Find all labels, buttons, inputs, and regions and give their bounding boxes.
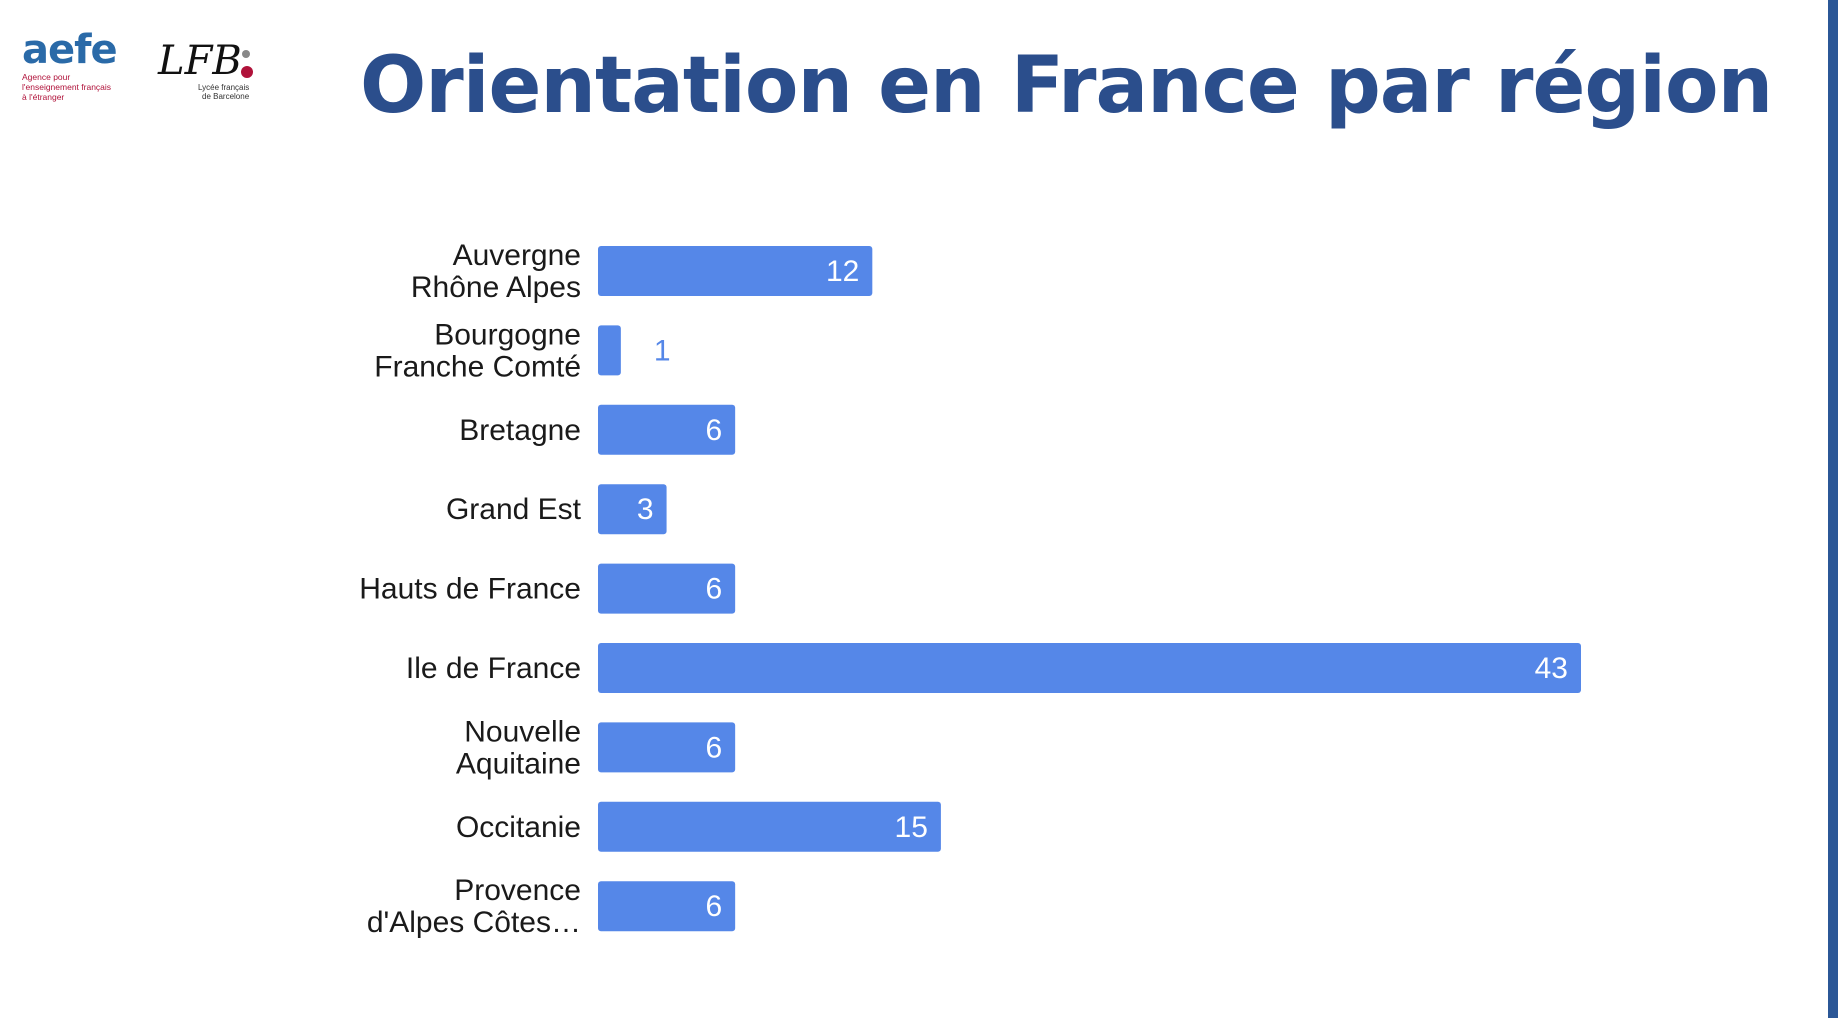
value-label: 3 xyxy=(637,493,654,526)
category-label: Occitanie xyxy=(456,811,581,844)
bar xyxy=(598,801,941,852)
lfb-logo-graphic: LFB Lycée français de Barcelone xyxy=(157,38,253,101)
category-label-line: Franche Comté xyxy=(374,350,581,383)
category-label-line: Aquitaine xyxy=(456,747,581,780)
bar xyxy=(598,484,667,535)
aefe-logo-tagline-line: l'enseignement français xyxy=(22,82,112,92)
bar-group: Provence d'Alpes Côtes… 6 xyxy=(367,874,736,939)
value-label: 15 xyxy=(895,811,928,844)
lfb-logo: LFB Lycée français de Barcelone xyxy=(156,34,262,104)
bar xyxy=(598,404,736,455)
bar-group: Bretagne 6 xyxy=(459,404,736,455)
category-label: Grand Est xyxy=(446,493,582,526)
category-label-line: Provence xyxy=(454,874,581,907)
category-label-line: Bourgogne xyxy=(434,318,581,351)
category-label: Nouvelle Aquitaine xyxy=(456,715,581,780)
lfb-logo-tagline-line: de Barcelone xyxy=(202,92,250,101)
page-title: Orientation en France par région xyxy=(360,41,1773,131)
aefe-logo-wordmark: aefe xyxy=(22,27,118,73)
aefe-logo-tagline: Agence pour l'enseignement français à l'… xyxy=(22,72,122,102)
category-label-line: Nouvelle xyxy=(464,715,581,748)
bar xyxy=(598,722,736,773)
value-label: 6 xyxy=(705,731,722,764)
aefe-logo-tagline-line: Agence pour xyxy=(22,72,71,82)
bar-group: Nouvelle Aquitaine 6 xyxy=(456,715,736,780)
lfb-logo-wordmark: LFB xyxy=(157,38,242,84)
category-label-line: d'Alpes Côtes… xyxy=(367,906,581,939)
lfb-logo-pawn-icon xyxy=(241,66,253,78)
bar xyxy=(598,246,873,296)
category-label-line: Auvergne xyxy=(453,239,581,272)
bar xyxy=(598,643,1581,693)
category-label: Bourgogne Franche Comté xyxy=(374,318,581,383)
category-label: Hauts de France xyxy=(359,573,581,606)
category-label-line: Rhône Alpes xyxy=(411,271,581,304)
aefe-logo-tagline-line: à l'étranger xyxy=(22,92,65,102)
value-label: 1 xyxy=(654,334,671,367)
bar-group: Auvergne Rhône Alpes 12 xyxy=(411,239,873,304)
bar xyxy=(598,325,621,376)
bar xyxy=(598,563,736,614)
category-label: Auvergne Rhône Alpes xyxy=(411,239,581,304)
category-label: Bretagne xyxy=(459,414,581,447)
value-label: 6 xyxy=(705,414,722,447)
bar-group: Bourgogne Franche Comté 1 xyxy=(374,318,670,383)
slide-accent-bar xyxy=(1828,0,1838,1018)
value-label: 6 xyxy=(705,890,722,923)
bar-group: Occitanie 15 xyxy=(456,801,941,852)
lfb-logo-dot-icon xyxy=(242,50,250,58)
category-label: Ile de France xyxy=(406,652,581,685)
category-label: Provence d'Alpes Côtes… xyxy=(367,874,581,939)
bar-group: Hauts de France 6 xyxy=(359,563,736,614)
lfb-logo-tagline-line: Lycée français xyxy=(198,83,249,92)
value-label: 43 xyxy=(1535,652,1568,685)
bar-group: Grand Est 3 xyxy=(446,484,667,535)
bar xyxy=(598,881,736,932)
bar-group: Ile de France 43 xyxy=(406,643,1581,693)
aefe-logo: aefe Agence pour l'enseignement français… xyxy=(22,30,122,106)
value-label: 6 xyxy=(705,573,722,606)
value-label: 12 xyxy=(826,255,859,288)
